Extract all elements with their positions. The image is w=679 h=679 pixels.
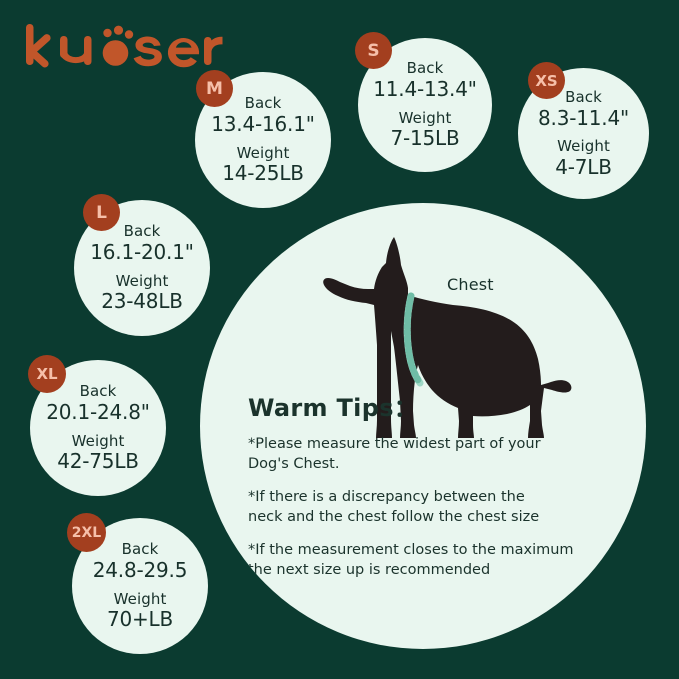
measuring-tape-icon: [403, 292, 424, 387]
chest-label: Chest: [447, 275, 494, 294]
kuoser-wordmark-icon: [26, 24, 223, 68]
back-value: 24.8-29.5: [92, 558, 188, 583]
weight-value: 14-25LB: [222, 161, 304, 186]
back-label: Back: [406, 59, 444, 78]
back-label: Back: [123, 222, 161, 241]
size-badge-2xl[interactable]: 2XL: [67, 513, 106, 552]
warm-tips-block: Warm Tips： *Please measure the widest pa…: [248, 388, 620, 580]
size-badge-xl[interactable]: XL: [28, 355, 66, 393]
weight-label: Weight: [557, 137, 610, 155]
size-badge-s[interactable]: S: [355, 32, 392, 69]
back-label: Back: [244, 94, 282, 113]
size-badge-l[interactable]: L: [83, 194, 120, 231]
size-badge-xs[interactable]: XS: [528, 62, 565, 99]
size-bubble-m[interactable]: Back 13.4-16.1" Weight 14-25LB: [195, 72, 331, 208]
weight-label: Weight: [236, 143, 290, 162]
main-diagram-circle: Chest Warm Tips： *Please measure the wid…: [200, 203, 646, 649]
size-badge-label: XL: [36, 365, 58, 383]
size-badge-label: M: [206, 78, 223, 99]
back-value: 13.4-16.1": [211, 112, 315, 137]
warm-tip-2: *If there is a discrepancy between the n…: [248, 489, 540, 525]
back-value: 11.4-13.4": [373, 77, 477, 102]
weight-value: 4-7LB: [555, 154, 612, 179]
size-badge-label: L: [96, 202, 107, 223]
size-badge-label: S: [367, 40, 380, 61]
weight-label: Weight: [115, 271, 169, 290]
brand-logo: [24, 24, 234, 70]
weight-value: 42-75LB: [57, 449, 139, 474]
size-bubble-l[interactable]: Back 16.1-20.1" Weight 23-48LB: [74, 200, 210, 336]
weight-label: Weight: [113, 589, 167, 608]
weight-value: 23-48LB: [101, 289, 183, 314]
back-label: Back: [79, 382, 117, 401]
weight-value: 70+LB: [106, 607, 174, 632]
back-label: Back: [565, 87, 602, 106]
size-badge-label: 2XL: [71, 524, 102, 541]
back-value: 20.1-24.8": [46, 400, 150, 425]
weight-label: Weight: [398, 108, 452, 127]
back-value: 8.3-11.4": [538, 105, 629, 130]
warm-tip-3: *If the measurement closes to the maximu…: [248, 542, 574, 578]
weight-value: 7-15LB: [390, 126, 460, 151]
back-label: Back: [121, 540, 159, 559]
back-value: 16.1-20.1": [90, 240, 194, 265]
warm-tips-title: Warm Tips：: [248, 394, 419, 422]
size-bubble-s[interactable]: Back 11.4-13.4" Weight 7-15LB: [358, 38, 492, 172]
size-badge-label: XS: [535, 71, 558, 90]
size-badge-m[interactable]: M: [196, 70, 233, 107]
dog-silhouette-icon: [290, 233, 590, 448]
warm-tip-1: *Please measure the widest part of your …: [248, 436, 541, 472]
weight-label: Weight: [71, 431, 125, 450]
